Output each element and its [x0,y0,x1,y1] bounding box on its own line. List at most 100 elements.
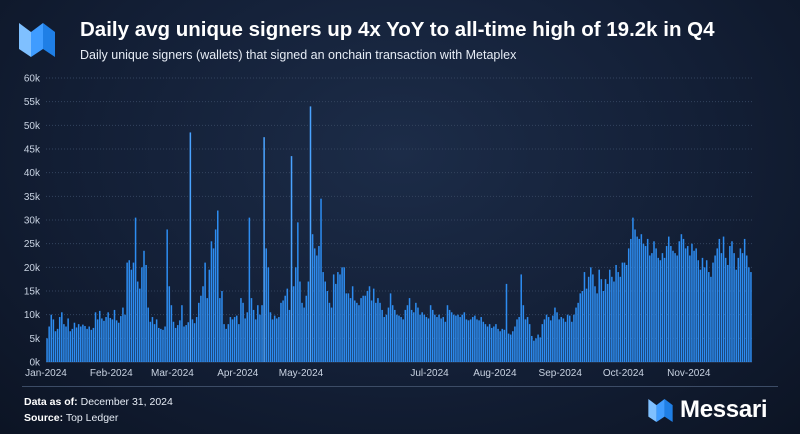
bar [157,327,160,362]
bar [257,305,259,362]
bar [596,293,598,362]
bar [261,305,263,362]
bar [463,312,466,362]
bar [440,318,442,362]
bar [217,210,219,362]
bar [145,264,147,362]
bar [518,317,520,362]
bar [712,262,714,362]
bar [394,309,396,362]
bar [585,288,588,362]
bar [370,300,373,362]
bar [547,317,550,362]
bar [189,132,192,362]
bar [80,326,82,362]
bar [528,324,531,362]
bar [111,319,114,362]
bar [710,276,712,362]
bar [265,248,267,362]
bar [389,293,392,362]
data-as-of-label: Data as of: [24,396,78,408]
daily-unique-signers-chart: 0k 5k 10k 15k 20k 25k 30k 35k 40k 45k 50k 55k 60k Ja… [24,74,752,379]
bar [309,106,312,363]
bar [499,331,501,362]
bar [615,264,617,362]
y-tick-label: 20k [24,263,41,274]
x-tick-label: Sep-2024 [539,368,583,379]
bar [383,317,386,362]
bar [288,309,291,362]
bar [457,314,459,362]
bar [575,307,577,362]
bar [362,295,364,362]
bar [417,307,419,362]
bar [385,314,388,362]
bar [448,309,451,362]
bar [181,305,183,362]
bar [459,317,461,362]
bar [132,262,135,362]
bar [638,238,641,362]
y-tick-label: 30k [24,216,41,227]
bar [324,281,326,362]
bar [341,267,343,362]
bar [292,286,295,362]
bar [168,286,171,362]
bar [478,320,480,362]
bar [128,260,131,362]
bar [453,314,455,362]
bar [718,238,721,362]
bar [668,236,670,362]
bar [233,317,236,362]
bar [358,305,360,362]
bar [663,257,666,362]
bar [375,302,377,362]
bar [398,315,400,362]
bar [139,288,141,362]
x-tick-label: Aug-2024 [473,368,517,379]
bar [61,312,63,362]
bar [644,246,647,362]
bar [505,283,508,362]
x-tick-label: Apr-2024 [217,368,259,379]
y-tick-label: 45k [24,145,41,156]
bar [661,253,664,362]
bar [672,250,674,362]
bar [488,324,491,362]
bar [250,298,253,362]
bar [200,295,202,362]
bar [722,236,725,362]
bar [246,312,249,362]
messari-logo-icon [19,23,55,57]
bar [701,257,704,362]
bar [160,328,162,362]
bar [490,327,493,362]
bar [212,248,215,362]
bar [267,267,270,362]
y-tick-label: 10k [24,310,41,321]
bar [105,317,107,362]
bar [600,279,603,362]
bar [381,309,383,362]
bar [208,269,211,362]
bar [238,324,240,362]
bar [377,298,379,362]
bar [202,286,204,362]
bar [748,267,750,362]
bar [408,298,411,362]
bar [330,307,333,362]
bar [56,328,59,362]
bar [545,314,548,362]
bar [636,236,638,362]
bar [431,309,434,362]
bar [434,314,436,362]
chart-title: Daily avg unique signers up 4x YoY to al… [80,18,715,41]
bar [143,250,145,362]
bar [372,288,375,362]
bar [680,234,683,362]
bar [269,312,272,362]
bar [743,238,746,362]
bar [328,302,331,362]
bar [278,317,280,362]
source-value: Top Ledger [65,412,119,424]
